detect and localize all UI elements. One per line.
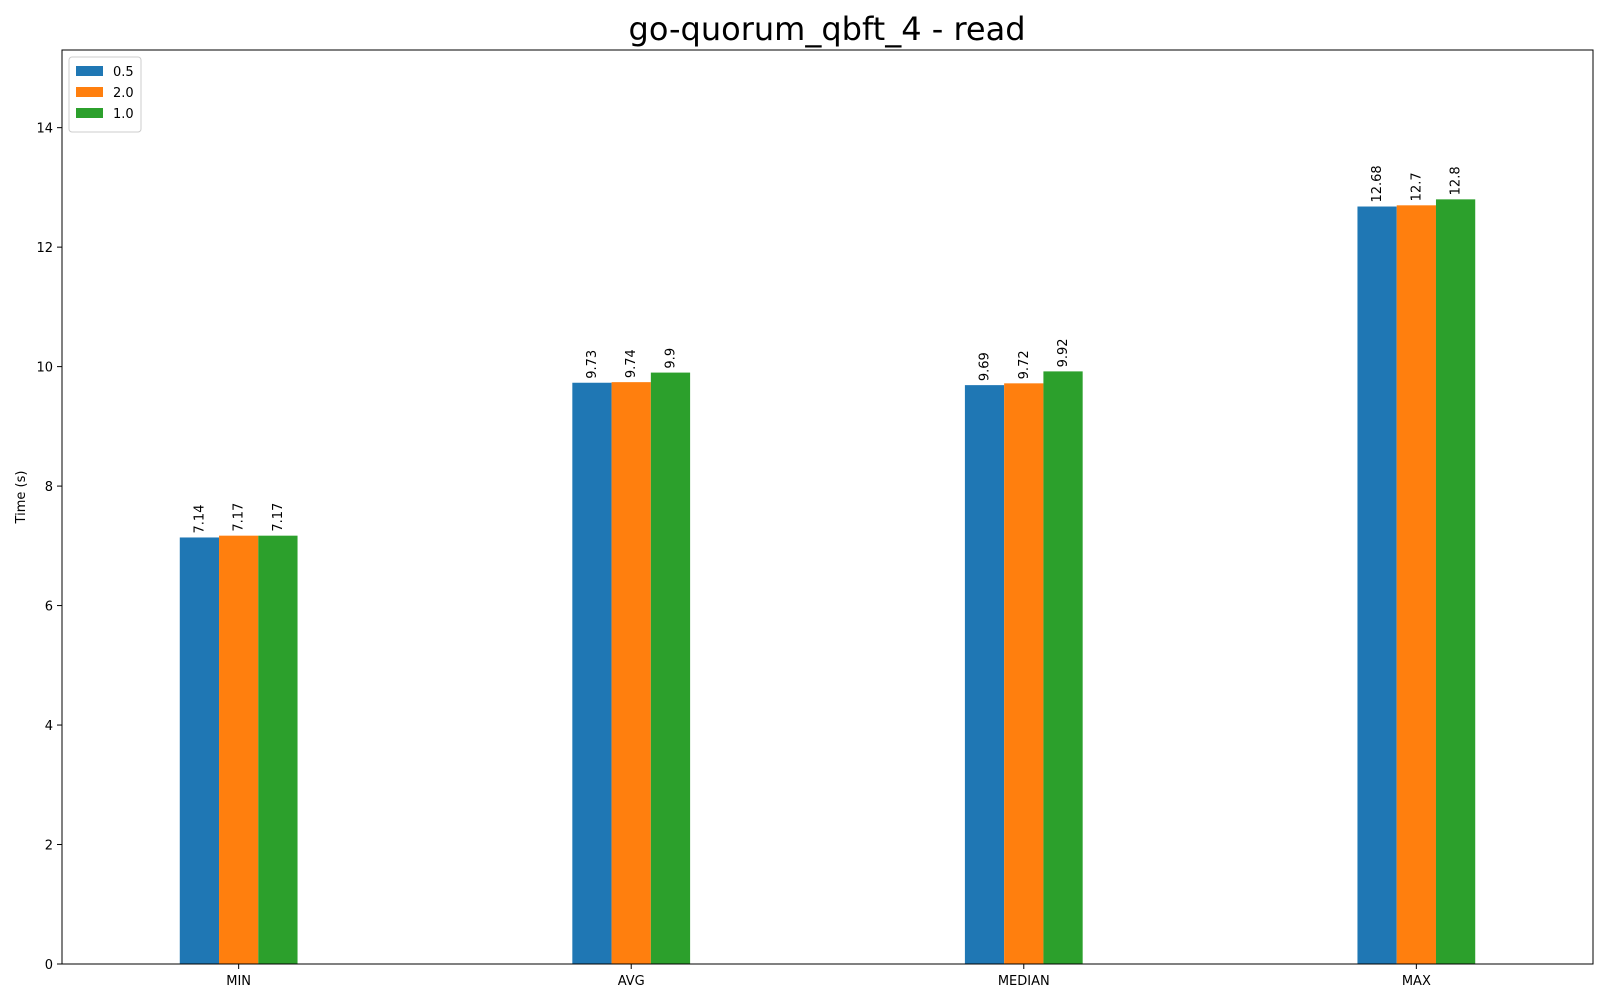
bar-value-label: 9.69 — [978, 352, 993, 381]
bar-min-series-2 — [258, 535, 298, 964]
bar-value-label: 9.73 — [585, 350, 600, 379]
x-tick-label: MEDIAN — [998, 974, 1050, 989]
bar-value-label: 12.8 — [1449, 166, 1464, 195]
bar-avg-series-2 — [650, 372, 691, 965]
legend-label: 0.5 — [113, 65, 134, 80]
bar-median-series-1 — [1004, 383, 1044, 965]
y-tick-label: 4 — [45, 719, 53, 734]
legend-label: 1.0 — [113, 107, 134, 122]
legend-swatch — [76, 66, 103, 76]
bar-min-series-1 — [219, 535, 259, 964]
y-tick-label: 8 — [45, 480, 53, 495]
bar-median-series-0 — [964, 385, 1005, 964]
legend-swatch — [76, 108, 103, 118]
bar-value-label: 12.7 — [1409, 172, 1424, 201]
bar-max-series-1 — [1396, 205, 1436, 964]
y-tick-label: 10 — [36, 361, 53, 376]
bar-avg-series-0 — [572, 382, 612, 964]
y-tick-label: 12 — [36, 241, 53, 256]
bar-median-series-2 — [1043, 371, 1083, 964]
bar-max-series-2 — [1435, 199, 1476, 965]
bar-min-series-0 — [179, 537, 220, 964]
bar-value-label: 9.9 — [663, 348, 678, 369]
bar-value-label: 9.74 — [624, 349, 639, 378]
y-tick-label: 0 — [45, 958, 53, 973]
y-tick-label: 6 — [45, 600, 53, 615]
legend-swatch — [76, 87, 103, 97]
bar-value-label: 9.72 — [1017, 350, 1032, 379]
bar-value-label: 7.14 — [192, 505, 207, 534]
plot-area: 7.14 7.17 7.17 MIN 9.73 9.74 9.9 AVG 9.69 9.72 9.9… — [36, 49, 1594, 989]
bar-value-label: 9.92 — [1056, 338, 1071, 367]
bar-value-label: 7.17 — [232, 503, 247, 532]
plot-frame — [61, 49, 1594, 965]
x-tick-label: AVG — [618, 974, 645, 989]
y-tick-label: 2 — [45, 839, 53, 854]
bar-avg-series-1 — [611, 382, 651, 964]
bar-max-series-0 — [1357, 206, 1397, 964]
legend-label: 2.0 — [113, 86, 134, 101]
bar-value-label: 12.68 — [1370, 165, 1385, 202]
x-tick-label: MAX — [1402, 974, 1431, 989]
chart-title: go-quorum_qbft_4 - read — [629, 10, 1026, 48]
x-tick-label: MIN — [226, 974, 251, 989]
y-tick-label: 14 — [36, 122, 53, 137]
y-axis-label: Time (s) — [14, 471, 29, 525]
legend: 0.5 2.0 1.0 — [68, 56, 142, 133]
bar-value-label: 7.17 — [271, 503, 286, 532]
